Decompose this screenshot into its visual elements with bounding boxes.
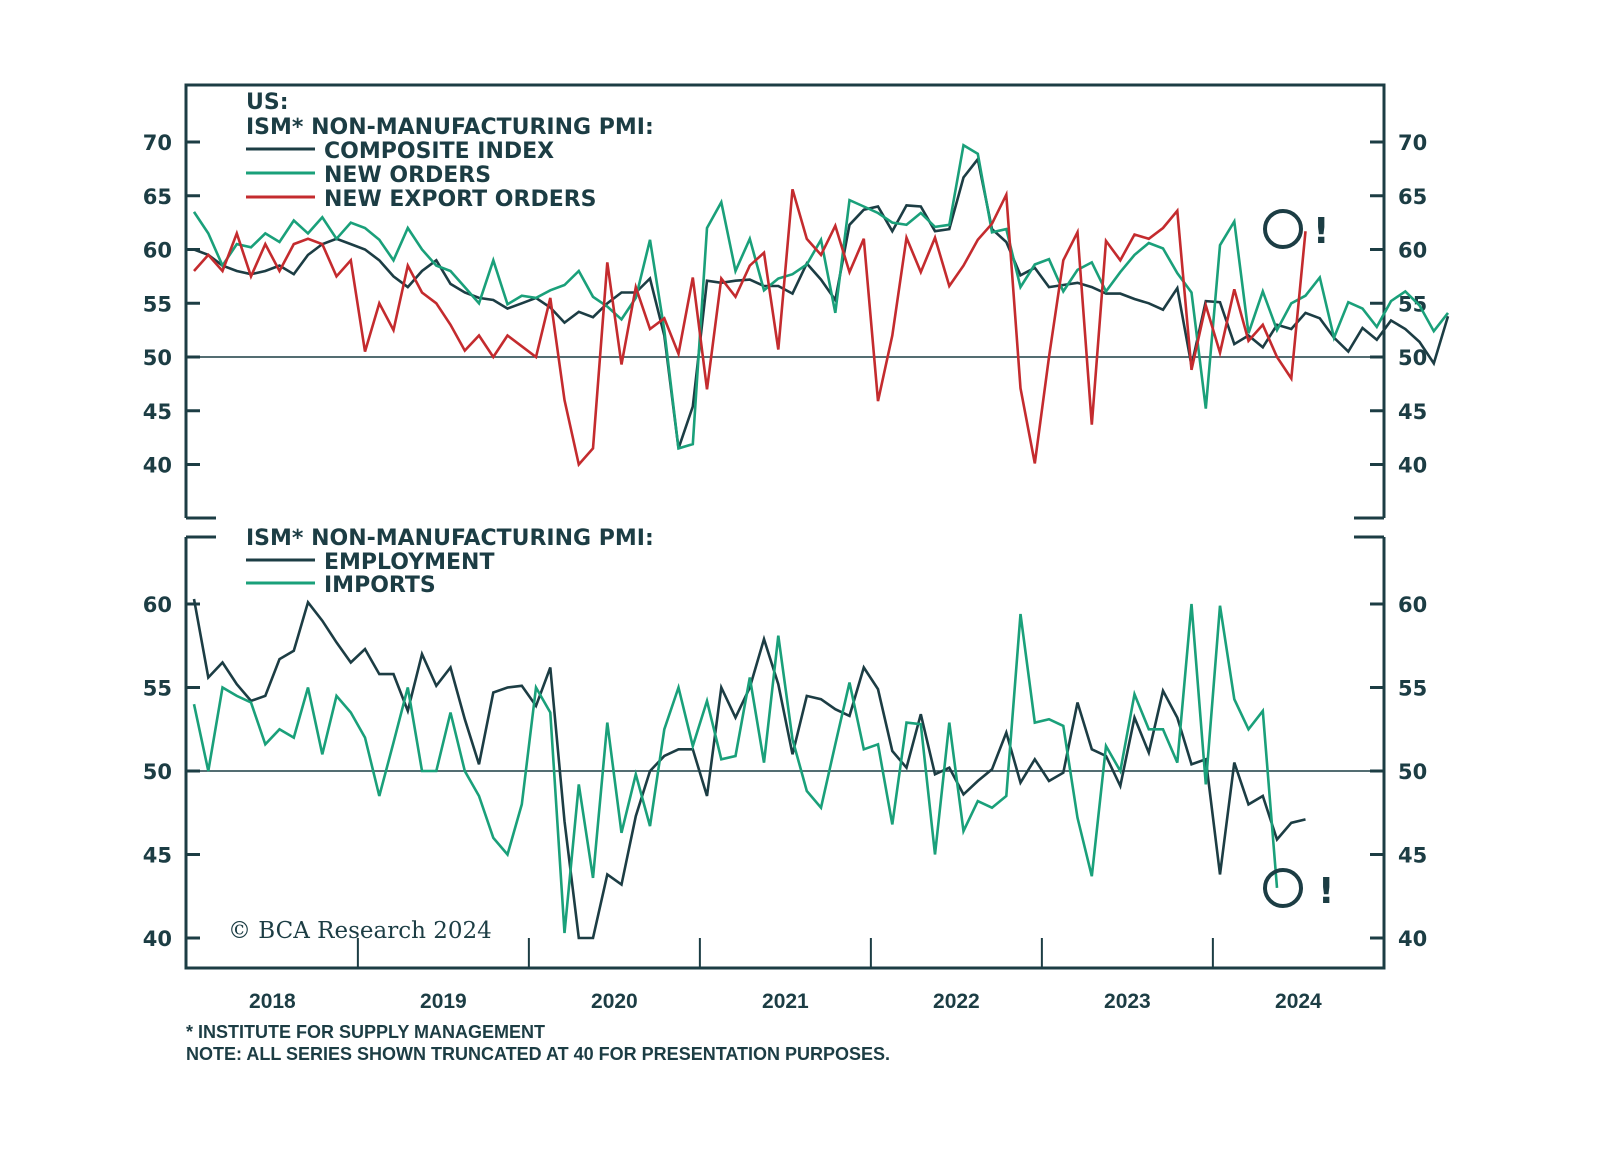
top-y-left-tick-label: 65	[143, 185, 172, 209]
top-y-right-tick-label: 50	[1398, 346, 1427, 370]
bottom-series-imports	[192, 603, 1279, 934]
top-alert-mark: !	[1313, 211, 1329, 252]
legend-label-employment: EMPLOYMENT	[324, 550, 494, 575]
footnote-ism: * INSTITUTE FOR SUPPLY MANAGEMENT	[186, 1022, 545, 1042]
bottom-y-left-tick-label: 50	[143, 760, 172, 784]
top-series-new-orders	[192, 143, 1450, 451]
top-series-new-export-orders	[193, 188, 1307, 468]
legend-label-imports: IMPORTS	[324, 573, 436, 598]
top-y-left-tick-label: 70	[143, 131, 172, 155]
top-legend: US: ISM* NON-MANUFACTURING PMI: COMPOSIT…	[246, 90, 654, 212]
year-label-2023: 2023	[1104, 990, 1151, 1013]
bottom-y-left-tick-label: 60	[143, 593, 172, 617]
year-label-2020: 2020	[591, 990, 638, 1013]
legend-label-new-export-orders: NEW EXPORT ORDERS	[324, 187, 597, 212]
bottom-panel-frame	[184, 537, 1386, 970]
year-label-2021: 2021	[762, 990, 809, 1013]
year-label-2018: 2018	[249, 990, 296, 1013]
bottom-alert-circle-icon	[1263, 868, 1303, 908]
bottom-y-right-tick-label: 55	[1398, 677, 1427, 701]
legend-label-new-orders: NEW ORDERS	[324, 163, 491, 188]
x-axis-year-labels: 2018 2019 2020 2021 2022 2023 2024	[249, 990, 1322, 1013]
top-title-line2: ISM* NON-MANUFACTURING PMI:	[246, 115, 654, 140]
top-y-left-tick-label: 50	[143, 346, 172, 370]
top-y-left-tick-label: 45	[143, 400, 172, 424]
top-panel-frame	[184, 83, 1386, 518]
bottom-y-right-tick-label: 45	[1398, 844, 1427, 868]
top-y-right-tick-label: 70	[1398, 131, 1427, 155]
top-y-right-tick-label: 45	[1398, 400, 1427, 424]
bottom-panel: 40 40 45 45 50 50 55 55 60 60	[143, 535, 1427, 970]
bottom-y-right-tick-label: 60	[1398, 593, 1427, 617]
footnote-truncation-note: NOTE: ALL SERIES SHOWN TRUNCATED AT 40 F…	[186, 1044, 890, 1064]
legend-label-composite: COMPOSITE INDEX	[324, 139, 554, 164]
bottom-title-line1: ISM* NON-MANUFACTURING PMI:	[246, 526, 654, 551]
top-y-right-tick-label: 40	[1398, 454, 1427, 478]
year-label-2019: 2019	[420, 990, 467, 1013]
bottom-alert-mark: !	[1318, 871, 1334, 912]
bottom-y-left-tick-label: 40	[143, 927, 172, 951]
bottom-y-right-tick-label: 50	[1398, 760, 1427, 784]
top-y-left-tick-label: 55	[143, 292, 172, 316]
top-title-line1: US:	[246, 90, 289, 115]
top-alert-circle-icon	[1263, 209, 1303, 249]
bottom-series-employment	[192, 598, 1306, 940]
bottom-y-left-tick-label: 45	[143, 844, 172, 868]
year-label-2022: 2022	[933, 990, 980, 1013]
bottom-y-left-tick-label: 55	[143, 677, 172, 701]
bottom-legend: ISM* NON-MANUFACTURING PMI: EMPLOYMENT I…	[246, 526, 654, 598]
bottom-y-right-tick-label: 40	[1398, 927, 1427, 951]
top-y-left-tick-label: 60	[143, 239, 172, 263]
top-y-right-tick-label: 65	[1398, 185, 1427, 209]
top-y-right-tick-label: 60	[1398, 239, 1427, 263]
bottom-alert-annotation: !	[1263, 868, 1334, 912]
copyright-text: © BCA Research 2024	[228, 918, 492, 944]
top-alert-annotation: !	[1263, 209, 1329, 252]
year-label-2024: 2024	[1275, 990, 1322, 1013]
top-y-left-tick-label: 40	[143, 454, 172, 478]
